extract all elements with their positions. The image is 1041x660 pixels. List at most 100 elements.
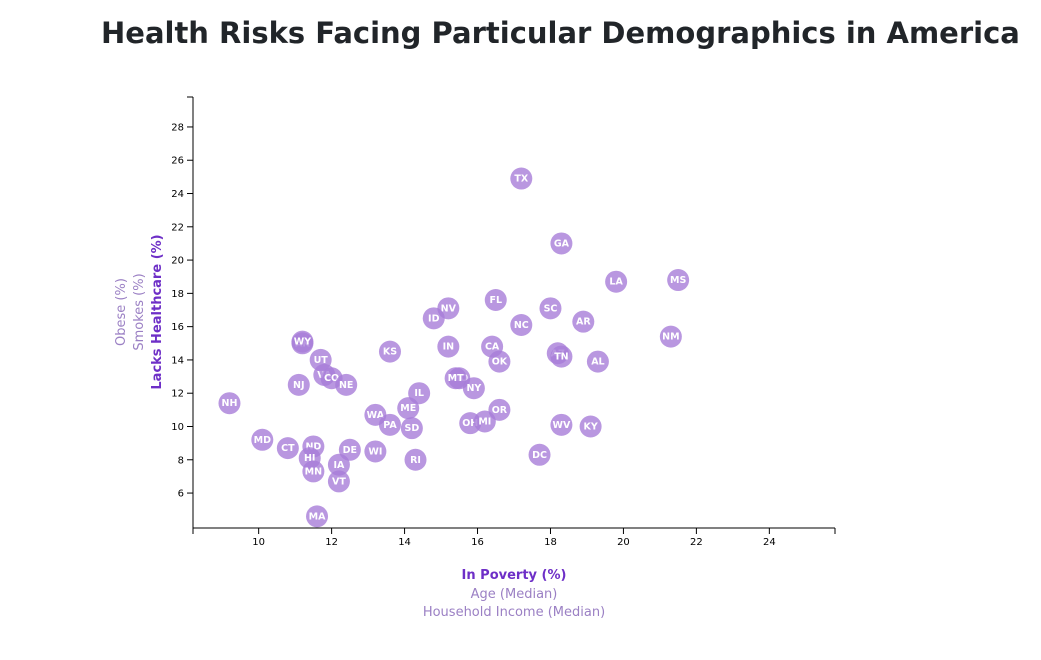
state-point[interactable]: MI bbox=[473, 410, 496, 433]
state-point[interactable]: AR bbox=[572, 310, 595, 333]
state-point[interactable]: IN bbox=[437, 335, 460, 358]
state-marker[interactable] bbox=[473, 410, 496, 433]
state-point[interactable]: ME bbox=[397, 397, 420, 420]
state-marker[interactable] bbox=[378, 340, 401, 363]
state-point[interactable]: RI bbox=[404, 448, 427, 471]
state-marker[interactable] bbox=[484, 289, 507, 312]
state-point[interactable]: FL bbox=[484, 289, 507, 312]
state-marker[interactable] bbox=[550, 345, 573, 368]
state-point[interactable]: MA bbox=[306, 505, 329, 528]
state-marker[interactable] bbox=[550, 413, 573, 436]
y-tick-label: 22 bbox=[171, 222, 184, 233]
state-label: NE bbox=[339, 380, 353, 391]
state-label: ME bbox=[400, 403, 416, 414]
state-marker[interactable] bbox=[364, 440, 387, 463]
state-marker[interactable] bbox=[437, 335, 460, 358]
state-label: RI bbox=[410, 455, 421, 466]
state-point[interactable]: TN bbox=[550, 345, 573, 368]
state-point[interactable]: NM bbox=[659, 325, 682, 348]
state-label: VT bbox=[332, 476, 346, 487]
state-marker[interactable] bbox=[444, 367, 467, 390]
state-point[interactable]: AL bbox=[586, 350, 609, 373]
state-label: TX bbox=[514, 174, 528, 185]
state-marker[interactable] bbox=[218, 392, 241, 415]
state-marker[interactable] bbox=[488, 350, 511, 373]
state-point[interactable]: LA bbox=[605, 270, 628, 293]
state-marker[interactable] bbox=[397, 397, 420, 420]
state-marker[interactable] bbox=[510, 167, 533, 190]
state-label: OR bbox=[492, 405, 508, 416]
state-point[interactable]: MS bbox=[667, 269, 690, 292]
state-point[interactable]: DC bbox=[528, 443, 551, 466]
state-marker[interactable] bbox=[528, 443, 551, 466]
state-label: LA bbox=[609, 277, 623, 288]
state-marker[interactable] bbox=[335, 373, 358, 396]
state-point[interactable]: MD bbox=[251, 428, 274, 451]
state-marker[interactable] bbox=[462, 377, 485, 400]
state-point[interactable]: SD bbox=[400, 417, 423, 440]
state-point[interactable]: WY bbox=[291, 330, 314, 353]
state-point[interactable]: WV bbox=[550, 413, 573, 436]
state-marker[interactable] bbox=[327, 470, 350, 493]
y-axis-label-option[interactable]: Obese (%) bbox=[114, 278, 129, 346]
x-tick-label: 24 bbox=[763, 537, 776, 548]
state-marker[interactable] bbox=[404, 448, 427, 471]
state-point[interactable]: KY bbox=[579, 415, 602, 438]
y-axis-label-option[interactable]: Smokes (%) bbox=[132, 273, 147, 350]
state-point[interactable]: IA bbox=[327, 453, 350, 476]
state-label: DC bbox=[532, 450, 547, 461]
state-point[interactable]: OK bbox=[488, 350, 511, 373]
state-point[interactable]: MT bbox=[444, 367, 467, 390]
state-marker[interactable] bbox=[510, 313, 533, 336]
y-tick-label: 14 bbox=[171, 355, 184, 366]
y-axis: 6 8 10 12 14 16 18 20 22 24 26 28 bbox=[171, 96, 194, 528]
state-marker[interactable] bbox=[572, 310, 595, 333]
axis-labels: In Poverty (%) Age (Median) Household Inco… bbox=[114, 234, 605, 620]
state-point[interactable]: NC bbox=[510, 313, 533, 336]
x-tick-label: 16 bbox=[471, 537, 484, 548]
x-axis-label-option[interactable]: Household Income (Median) bbox=[423, 605, 605, 620]
state-marker[interactable] bbox=[276, 437, 299, 460]
state-marker[interactable] bbox=[605, 270, 628, 293]
state-point[interactable]: TX bbox=[510, 167, 533, 190]
x-axis-label-option[interactable]: In Poverty (%) bbox=[462, 568, 567, 583]
state-point[interactable]: MN bbox=[302, 460, 325, 483]
state-marker[interactable] bbox=[539, 297, 562, 320]
state-marker[interactable] bbox=[586, 350, 609, 373]
state-point[interactable]: NH bbox=[218, 392, 241, 415]
x-axis-label-option[interactable]: Age (Median) bbox=[471, 587, 558, 602]
x-tick-label: 14 bbox=[398, 537, 411, 548]
y-axis-label-option[interactable]: Lacks Healthcare (%) bbox=[150, 234, 165, 389]
state-point[interactable]: NY bbox=[462, 377, 485, 400]
state-marker[interactable] bbox=[378, 413, 401, 436]
state-marker[interactable] bbox=[327, 453, 350, 476]
state-label: MI bbox=[478, 416, 491, 427]
state-label: SC bbox=[544, 303, 558, 314]
state-point[interactable]: GA bbox=[550, 232, 573, 255]
state-point[interactable]: WI bbox=[364, 440, 387, 463]
y-tick-label: 24 bbox=[171, 189, 184, 200]
state-marker[interactable] bbox=[667, 269, 690, 292]
state-point[interactable]: ID bbox=[422, 307, 445, 330]
state-point[interactable]: VT bbox=[327, 470, 350, 493]
state-marker[interactable] bbox=[659, 325, 682, 348]
state-label: CA bbox=[485, 342, 500, 353]
state-point[interactable]: NJ bbox=[287, 373, 310, 396]
state-point[interactable]: CT bbox=[276, 437, 299, 460]
state-marker[interactable] bbox=[550, 232, 573, 255]
state-marker[interactable] bbox=[422, 307, 445, 330]
state-marker[interactable] bbox=[400, 417, 423, 440]
state-marker[interactable] bbox=[287, 373, 310, 396]
x-tick-label: 10 bbox=[252, 537, 265, 548]
state-label: MN bbox=[305, 466, 322, 477]
state-marker[interactable] bbox=[306, 505, 329, 528]
state-point[interactable]: KS bbox=[378, 340, 401, 363]
state-point[interactable]: PA bbox=[378, 413, 401, 436]
state-marker[interactable] bbox=[291, 330, 314, 353]
state-point[interactable]: SC bbox=[539, 297, 562, 320]
state-marker[interactable] bbox=[302, 460, 325, 483]
state-marker[interactable] bbox=[251, 428, 274, 451]
x-tick-label: 22 bbox=[690, 537, 703, 548]
state-point[interactable]: NE bbox=[335, 373, 358, 396]
state-marker[interactable] bbox=[579, 415, 602, 438]
